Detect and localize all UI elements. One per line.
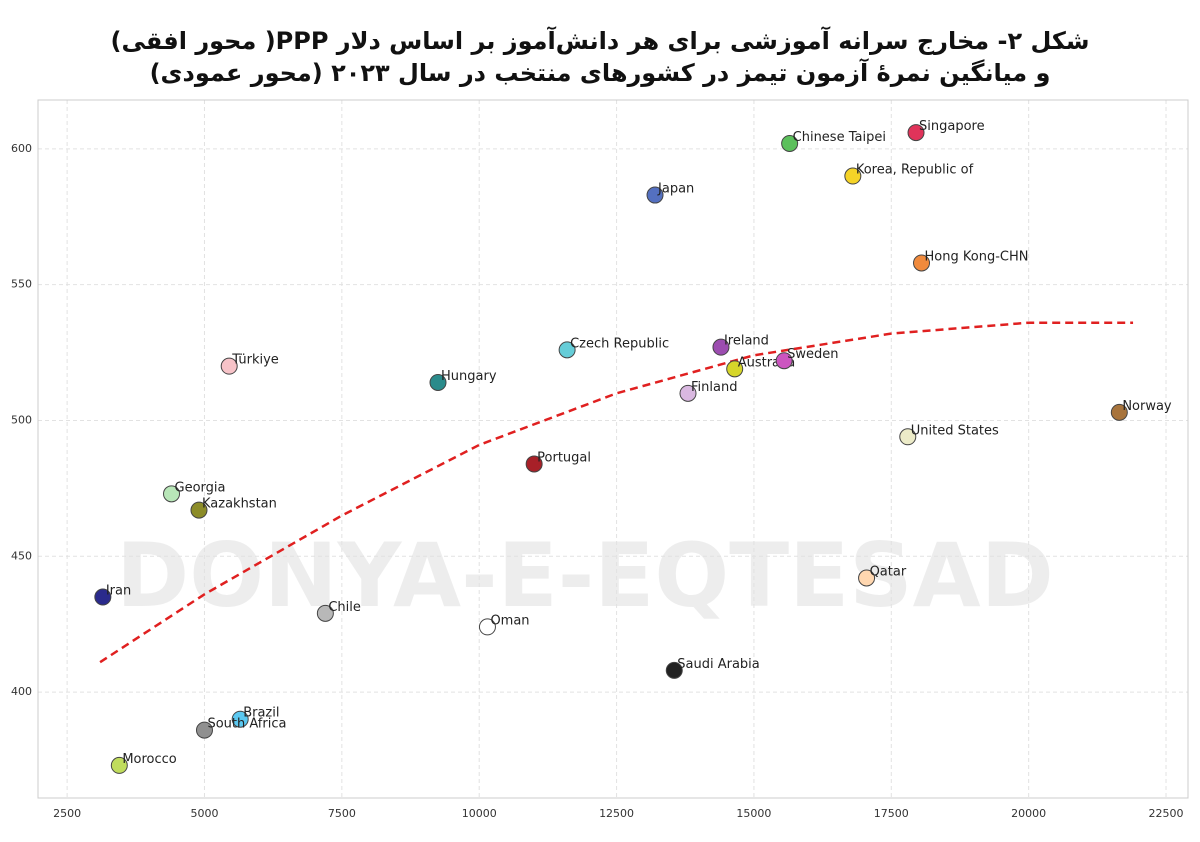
- point: [220, 357, 238, 375]
- chart-title: و میانگین نمرهٔ آزمون تیمز در کشورهای من…: [150, 58, 1051, 87]
- point-label: Chinese Taipei: [793, 130, 886, 145]
- point: [775, 352, 793, 370]
- point: [316, 604, 334, 622]
- watermark: DONYA-E-EQTESAD: [116, 524, 1054, 627]
- plot-frame: [37, 99, 1189, 799]
- point-label: Portugal: [537, 450, 591, 465]
- point-label: Norway: [1122, 399, 1172, 414]
- point-label: Saudi Arabia: [677, 657, 760, 672]
- point-label: Chile: [328, 600, 361, 615]
- point-label: Czech Republic: [570, 336, 669, 351]
- point-label: Iran: [106, 584, 131, 599]
- x-tick-label: 10000: [462, 807, 497, 820]
- point: [525, 455, 543, 473]
- point: [478, 618, 496, 636]
- point-label: Hong Kong-CHN: [925, 249, 1029, 264]
- point: [913, 254, 931, 272]
- point-label: Qatar: [870, 565, 907, 580]
- point: [110, 756, 128, 774]
- point: [899, 428, 917, 446]
- x-tick-label: 20000: [1011, 807, 1046, 820]
- point: [712, 338, 730, 356]
- x-tick-label: 7500: [328, 807, 356, 820]
- point: [858, 569, 876, 587]
- point-label: Georgia: [175, 480, 226, 495]
- point: [190, 501, 208, 519]
- y-tick-label: 450: [11, 549, 32, 562]
- point-label: United States: [911, 423, 999, 438]
- x-tick-label: 15000: [736, 807, 771, 820]
- y-tick-label: 400: [11, 685, 32, 698]
- point-label: South Africa: [207, 717, 286, 732]
- point: [195, 721, 213, 739]
- point-label: Japan: [657, 182, 694, 197]
- point-label: Singapore: [919, 119, 985, 134]
- point: [163, 485, 181, 503]
- x-tick-label: 5000: [190, 807, 218, 820]
- point: [665, 661, 683, 679]
- point-label: Türkiye: [231, 353, 279, 368]
- point-label: Kazakhstan: [202, 497, 277, 512]
- point: [646, 186, 664, 204]
- point: [231, 710, 249, 728]
- x-tick-label: 2500: [53, 807, 81, 820]
- point: [558, 341, 576, 359]
- point-label: Sweden: [787, 347, 838, 362]
- x-tick-label: 17500: [874, 807, 909, 820]
- point-label: Korea, Republic of: [856, 163, 974, 178]
- point-label: Brazil: [243, 706, 279, 721]
- point: [679, 384, 697, 402]
- point-label: Hungary: [441, 369, 497, 384]
- chart-title: شکل ۲- مخارج سرانه آموزشی برای هر دانش‌آ…: [111, 26, 1090, 55]
- point-label: Morocco: [122, 752, 176, 767]
- point: [429, 373, 447, 391]
- y-tick-label: 550: [11, 278, 32, 291]
- point-label: Ireland: [724, 334, 769, 349]
- y-tick-label: 600: [11, 142, 32, 155]
- x-tick-label: 12500: [599, 807, 634, 820]
- y-tick-label: 500: [11, 413, 32, 426]
- point: [94, 588, 112, 606]
- point: [1110, 403, 1128, 421]
- point-label: Finland: [691, 380, 737, 395]
- point: [907, 124, 925, 142]
- point: [726, 360, 744, 378]
- point-label: Oman: [490, 613, 529, 628]
- point: [844, 167, 862, 185]
- x-tick-label: 22500: [1149, 807, 1184, 820]
- point: [781, 134, 799, 152]
